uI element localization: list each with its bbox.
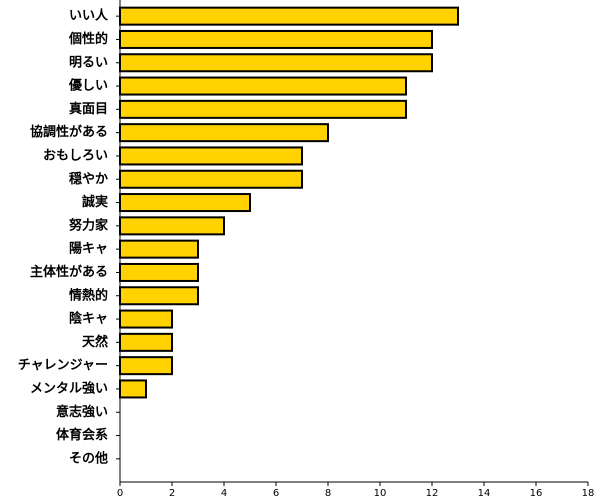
y-tick-label: 天然: [82, 334, 108, 350]
y-tick-label: 意志強い: [56, 404, 108, 420]
y-tick-label: 優しい: [68, 78, 108, 94]
x-tick-label: 16: [530, 488, 543, 498]
bar: [119, 239, 199, 259]
bar: [119, 76, 407, 96]
bar: [119, 146, 303, 166]
bar: [119, 286, 199, 306]
bar: [119, 262, 199, 282]
bar: [119, 53, 433, 73]
y-tick-label: 誠実: [82, 194, 108, 210]
y-tick-label: メンタル強い: [30, 380, 108, 396]
x-tick-label: 10: [374, 488, 387, 498]
bar: [119, 216, 225, 236]
bar: [119, 123, 329, 143]
y-tick-label: 陰キャ: [69, 311, 108, 327]
bar: [119, 309, 173, 329]
x-tick-label: 4: [221, 488, 227, 498]
x-tick-label: 18: [582, 488, 594, 498]
x-tick-label: 6: [273, 488, 279, 498]
x-tick-label: 2: [169, 488, 175, 498]
bar: [119, 29, 433, 49]
bar: [119, 169, 303, 189]
y-tick-label: 陽キャ: [69, 241, 108, 257]
x-tick-label: 0: [117, 488, 123, 498]
x-tick-label: 8: [325, 488, 331, 498]
y-tick-label: 主体性がある: [30, 264, 108, 280]
y-tick-label: 協調性がある: [30, 124, 108, 140]
bar: [119, 193, 251, 213]
y-tick-label: いい人: [69, 8, 109, 24]
x-tick-label: 14: [478, 488, 491, 498]
y-tick-label: 体育会系: [56, 427, 108, 443]
y-tick-label: おもしろい: [43, 148, 108, 163]
bar: [119, 332, 173, 352]
bar: [119, 99, 407, 119]
y-tick-label: チャレンジャー: [18, 358, 108, 373]
bar: [119, 356, 173, 376]
y-tick-label: 明るい: [69, 55, 108, 70]
y-tick-label: 真面目: [69, 101, 108, 117]
bar: [119, 6, 459, 26]
y-tick-label: 個性的: [68, 31, 108, 47]
x-tick-label: 12: [426, 488, 439, 498]
bar: [119, 379, 147, 399]
y-tick-label: その他: [69, 450, 108, 466]
y-tick-label: 穏やか: [69, 171, 108, 187]
y-tick-label: 努力家: [69, 217, 109, 233]
y-tick-label: 情熱的: [69, 287, 108, 303]
